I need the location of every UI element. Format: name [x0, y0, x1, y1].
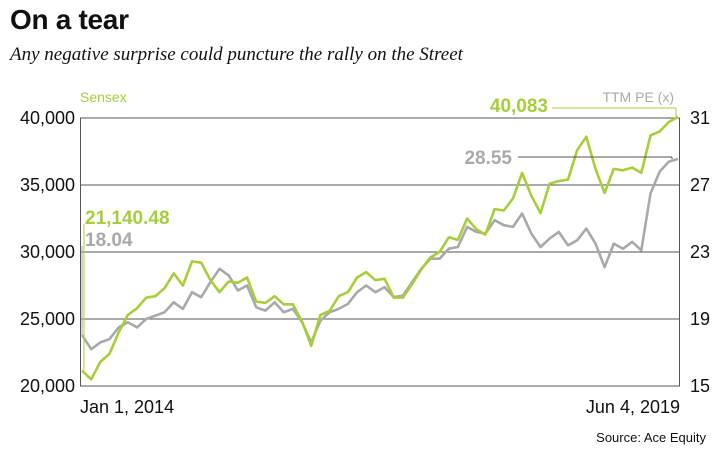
left-axis-ticks: 20,000 25,000 30,000 35,000 40,000	[20, 108, 75, 396]
left-tick-label: 35,000	[20, 175, 75, 195]
right-tick-label: 19	[690, 309, 710, 329]
gridlines	[80, 117, 680, 387]
left-axis-label: Sensex	[80, 89, 127, 105]
pe-line	[80, 157, 679, 351]
annotation-end-pe: 28.55	[464, 148, 512, 169]
right-tick-label: 15	[690, 376, 710, 396]
left-tick-label: 20,000	[20, 376, 75, 396]
sensex-line	[81, 115, 679, 381]
left-tick-label: 25,000	[20, 309, 75, 329]
right-tick-label: 31	[690, 108, 710, 128]
left-tick-label: 40,000	[20, 108, 75, 128]
source-note: Source: Ace Equity	[596, 430, 706, 445]
chart-title: On a tear	[10, 4, 129, 35]
x-tick-start: Jan 1, 2014	[80, 397, 174, 417]
left-tick-label: 30,000	[20, 242, 75, 262]
right-axis-label: TTM PE (x)	[602, 89, 674, 105]
right-axis-ticks: 15 19 23 27 31	[690, 108, 710, 396]
annotation-end-sensex: 40,083	[490, 96, 548, 117]
chart-subtitle: Any negative surprise could puncture the…	[10, 44, 463, 65]
annotation-start-sensex: 21,140.48	[85, 208, 170, 229]
annotation-start-pe: 18.04	[85, 230, 133, 251]
right-tick-label: 27	[690, 175, 710, 195]
series-layer	[80, 115, 679, 381]
right-tick-label: 23	[690, 242, 710, 262]
x-tick-end: Jun 4, 2019	[586, 397, 680, 417]
